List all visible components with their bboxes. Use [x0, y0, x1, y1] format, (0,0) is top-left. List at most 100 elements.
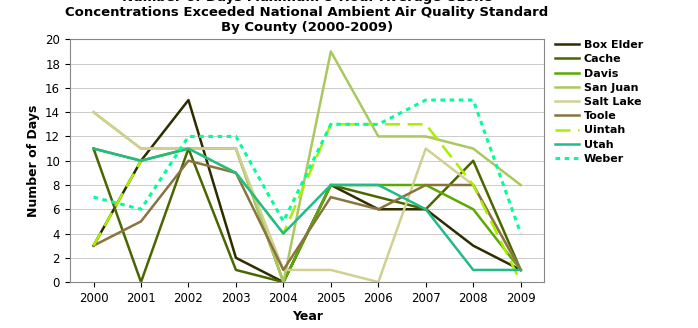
San Juan [374, 134, 383, 138]
Uintah [232, 171, 240, 175]
Salt Lake [517, 268, 525, 272]
Salt Lake [469, 183, 477, 187]
Salt Lake [327, 268, 335, 272]
Weber [469, 98, 477, 102]
Toole [469, 183, 477, 187]
Salt Lake [184, 147, 193, 151]
Toole [89, 244, 98, 248]
Box Elder [137, 159, 145, 163]
Uintah [279, 232, 288, 236]
Utah [279, 232, 288, 236]
Weber [327, 122, 335, 126]
Cache [327, 183, 335, 187]
Toole [137, 219, 145, 223]
Line: Uintah: Uintah [94, 124, 521, 282]
Line: Davis: Davis [94, 149, 521, 282]
Cache [89, 147, 98, 151]
San Juan [89, 110, 98, 114]
Toole [279, 268, 288, 272]
Cache [279, 280, 288, 284]
Davis [89, 147, 98, 151]
Y-axis label: Number of Days: Number of Days [27, 105, 40, 217]
Salt Lake [374, 280, 383, 284]
San Juan [137, 147, 145, 151]
Title: Number of Days Maximum 8-Hour Average Ozone
Concentrations Exceeded National Amb: Number of Days Maximum 8-Hour Average Oz… [66, 0, 549, 34]
Box Elder [89, 244, 98, 248]
Uintah [517, 280, 525, 284]
X-axis label: Year: Year [292, 310, 322, 323]
Cache [469, 159, 477, 163]
Box Elder [374, 207, 383, 211]
Davis [374, 183, 383, 187]
Utah [327, 183, 335, 187]
Uintah [89, 244, 98, 248]
Box Elder [279, 280, 288, 284]
Davis [137, 159, 145, 163]
Davis [469, 207, 477, 211]
Cache [184, 147, 193, 151]
Davis [422, 183, 430, 187]
Uintah [422, 122, 430, 126]
Weber [89, 195, 98, 199]
Line: Toole: Toole [94, 161, 521, 270]
Salt Lake [422, 147, 430, 151]
Box Elder [422, 207, 430, 211]
Utah [137, 159, 145, 163]
Davis [517, 268, 525, 272]
Uintah [137, 159, 145, 163]
Line: Cache: Cache [94, 149, 521, 282]
Cache [137, 280, 145, 284]
Toole [517, 268, 525, 272]
Toole [422, 183, 430, 187]
Line: Box Elder: Box Elder [94, 100, 521, 282]
Weber [232, 134, 240, 138]
Weber [279, 219, 288, 223]
Box Elder [327, 183, 335, 187]
Weber [137, 207, 145, 211]
Box Elder [469, 244, 477, 248]
Utah [374, 183, 383, 187]
Utah [469, 268, 477, 272]
San Juan [232, 147, 240, 151]
San Juan [422, 134, 430, 138]
San Juan [469, 147, 477, 151]
Utah [232, 171, 240, 175]
Toole [374, 207, 383, 211]
Utah [422, 207, 430, 211]
San Juan [327, 50, 335, 53]
Davis [232, 147, 240, 151]
San Juan [184, 147, 193, 151]
Uintah [327, 122, 335, 126]
Salt Lake [232, 147, 240, 151]
Toole [327, 195, 335, 199]
Weber [374, 122, 383, 126]
Weber [422, 98, 430, 102]
Cache [422, 207, 430, 211]
Line: Weber: Weber [94, 100, 521, 234]
Cache [374, 195, 383, 199]
Weber [184, 134, 193, 138]
Box Elder [184, 98, 193, 102]
Cache [232, 268, 240, 272]
San Juan [279, 280, 288, 284]
Line: Salt Lake: Salt Lake [94, 112, 521, 282]
Davis [327, 183, 335, 187]
Salt Lake [279, 268, 288, 272]
Toole [232, 171, 240, 175]
Weber [517, 232, 525, 236]
Line: Utah: Utah [94, 149, 521, 270]
Davis [279, 280, 288, 284]
Utah [517, 268, 525, 272]
San Juan [517, 183, 525, 187]
Uintah [469, 183, 477, 187]
Uintah [374, 122, 383, 126]
Utah [184, 147, 193, 151]
Davis [184, 147, 193, 151]
Uintah [184, 147, 193, 151]
Line: San Juan: San Juan [94, 51, 521, 282]
Salt Lake [89, 110, 98, 114]
Cache [517, 268, 525, 272]
Box Elder [232, 256, 240, 260]
Toole [184, 159, 193, 163]
Box Elder [517, 268, 525, 272]
